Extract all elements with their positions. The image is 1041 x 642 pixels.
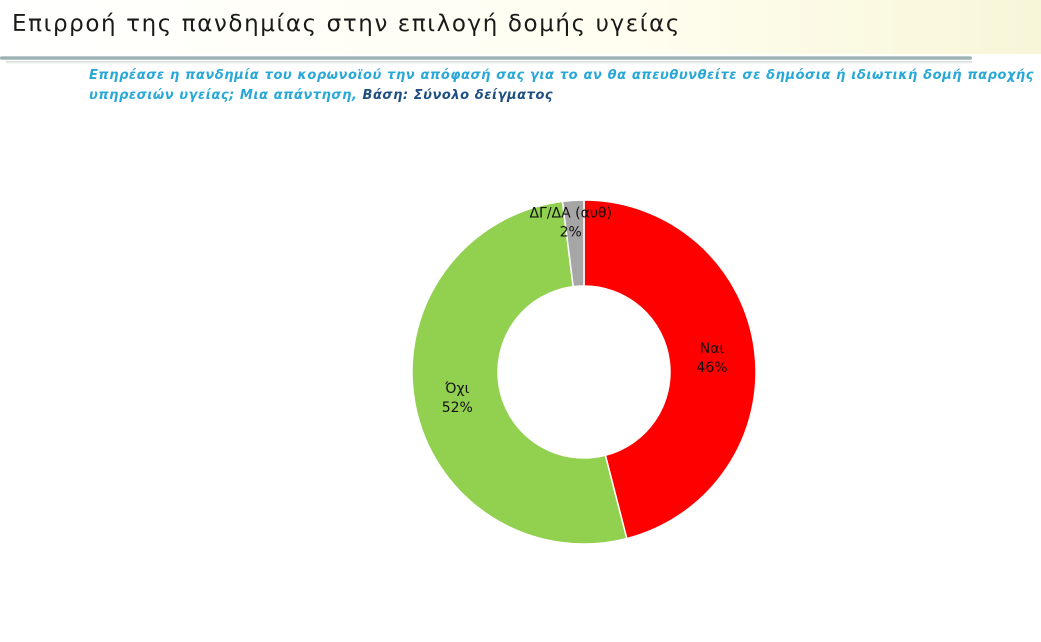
slice-category-label-2: ΔΓ/ΔΑ (αυθ) bbox=[529, 205, 612, 221]
slice-category-label-0: Ναι bbox=[700, 341, 725, 357]
sample-base: Βάση: Σύνολο δείγματος bbox=[362, 87, 554, 103]
slice-value-label-0: 46% bbox=[696, 360, 727, 376]
slice-category-label-1: Όχι bbox=[444, 381, 469, 397]
slice-value-label-2: 2% bbox=[560, 224, 582, 240]
question-body: Επηρέασε η πανδημία του κορωνοϊού την απ… bbox=[89, 68, 1034, 103]
slice-value-label-1: 52% bbox=[442, 400, 473, 416]
question-text: Επηρέασε η πανδημία του κορωνοϊού την απ… bbox=[89, 66, 1034, 105]
donut-slice-1 bbox=[411, 200, 628, 545]
title-divider bbox=[0, 56, 972, 60]
title-bar bbox=[0, 0, 1041, 54]
page-title: Επιρροή της πανδημίας στην επιλογή δομής… bbox=[12, 11, 682, 37]
donut-slice-2 bbox=[561, 199, 585, 288]
title-divider-shadow bbox=[6, 61, 972, 64]
donut-slice-0 bbox=[583, 199, 757, 540]
